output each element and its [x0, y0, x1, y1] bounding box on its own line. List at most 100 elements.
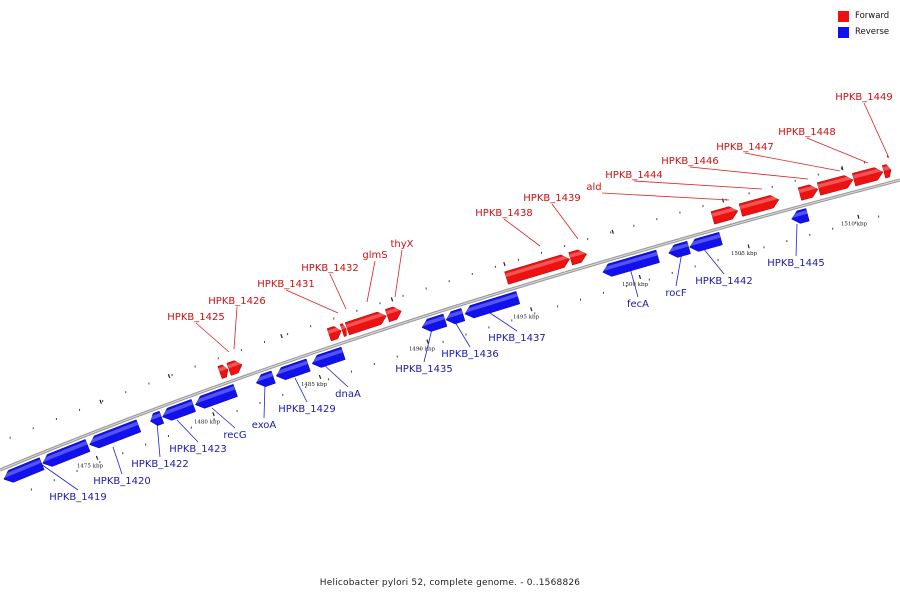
- gene-arrow-rocf: [668, 240, 691, 258]
- scale-tick: [465, 333, 467, 336]
- scale-tick: [564, 244, 566, 247]
- gene-arrow-shine: [310, 348, 343, 363]
- gene-arrow-shine: [327, 326, 341, 334]
- leader-line-hpkb_1442: [702, 247, 725, 275]
- scale-label: 1490 kbp: [409, 347, 436, 353]
- gene-arrow-hpkb_1429: [275, 358, 311, 381]
- scale-tick: [213, 418, 215, 421]
- gene-label-hpkb_1423: HPKB_1423: [169, 444, 226, 455]
- scale-tick: [356, 309, 358, 312]
- legend-item-forward: Forward: [838, 9, 900, 23]
- leader-line-hpkb_1420: [112, 446, 123, 475]
- scale-tick: [587, 238, 589, 241]
- leader-line-hpkb_1448: [806, 137, 869, 164]
- scale-tick: [236, 410, 238, 413]
- gene-arrow-thyx: [384, 306, 402, 323]
- gene-arrow-ald: [710, 206, 739, 225]
- scale-tick: [717, 259, 719, 262]
- scale-tick: [494, 265, 496, 268]
- leader-line-hpkb_1446: [689, 166, 809, 180]
- scale-labels: 1475 kbp 1480 kbp 1485 kbp 1490 kbp 1495 kbp…: [77, 166, 868, 470]
- scale-tick: [53, 479, 55, 482]
- gene-arrow-shine: [148, 412, 162, 421]
- scale-tick: [648, 278, 650, 281]
- genome-backbone-highlight: [0, 179, 900, 471]
- gene-arrow-shine: [667, 243, 689, 253]
- leader-line-hpkb_1437: [489, 312, 518, 332]
- leader-line-hpkb_1439: [551, 203, 579, 240]
- major-scale-tick: [390, 297, 394, 302]
- scale-tick: [694, 265, 696, 268]
- major-scale-tick: [503, 261, 506, 267]
- gene-label-hpkb_1447: HPKB_1447: [716, 142, 773, 153]
- major-scale-tick: [638, 274, 642, 280]
- major-scale-tick: [318, 374, 322, 379]
- scale-tick: [76, 470, 78, 473]
- leader-line-rocf: [675, 251, 683, 287]
- gene-arrow-dnaa: [311, 346, 346, 368]
- gene-label-hpkb_1435: HPKB_1435: [395, 364, 452, 375]
- gene-arrow-glms: [344, 311, 387, 336]
- gene-arrow-hpkb_1436: [445, 308, 466, 325]
- gene-arrow-shine: [41, 441, 88, 463]
- scale-tick: [350, 370, 352, 373]
- gene-label-hpkb_1445: HPKB_1445: [767, 258, 824, 269]
- gene-label-hpkb_1446: HPKB_1446: [661, 156, 718, 167]
- scale-tick: [305, 386, 307, 389]
- gene-label-hpkb_1449: HPKB_1449: [835, 92, 892, 103]
- gene-arrow-hpkb_1447: [816, 175, 854, 196]
- scale-tick: [740, 252, 742, 255]
- scale-tick: [102, 399, 104, 402]
- gene-label-hpkb_1429: HPKB_1429: [278, 404, 335, 415]
- legend-label-reverse: Reverse: [855, 27, 890, 37]
- gene-label-hpkb_1444: HPKB_1444: [605, 170, 662, 181]
- leader-line-hpkb_1429: [294, 377, 308, 403]
- scale-tick: [786, 240, 788, 243]
- legend: Forward Reverse: [838, 9, 900, 41]
- gene-arrow-shine: [254, 372, 273, 383]
- scale-tick: [878, 215, 880, 218]
- gene-arrow-recg: [195, 383, 238, 409]
- scale-tick: [832, 227, 834, 230]
- major-scale-tick: [530, 307, 533, 312]
- gene-label-dnaa: dnaA: [335, 389, 361, 400]
- scale-tick: [9, 436, 11, 439]
- scale-label: 1480 kbp: [194, 420, 221, 426]
- scale-tick: [263, 341, 265, 344]
- scale-tick: [99, 461, 101, 464]
- scale-tick: [287, 333, 289, 336]
- forward-swatch-icon: [838, 10, 849, 22]
- scale-tick: [425, 287, 427, 290]
- major-scale-tick: [721, 198, 725, 203]
- scale-label: 1510 kbp: [841, 222, 868, 228]
- gene-label-hpkb_1442: HPKB_1442: [695, 276, 752, 287]
- scale-tick: [32, 427, 34, 430]
- scale-tick: [748, 192, 750, 195]
- gene-arrow-recg: [162, 399, 196, 421]
- scale-tick: [328, 378, 330, 381]
- scale-tick: [602, 291, 604, 294]
- gene-arrow-shine: [688, 234, 721, 247]
- leader-line-exoa: [263, 383, 266, 419]
- gene-labels: HPKB_1419 HPKB_1420 HPKB_1422 HPKB_1423 recG…: [49, 92, 892, 503]
- major-scale-tick: [167, 373, 171, 379]
- gene-arrow-shine: [463, 293, 518, 314]
- major-scale-tick: [747, 244, 750, 249]
- major-scale-tick: [426, 339, 429, 344]
- scale-tick: [702, 205, 704, 208]
- leader-line-hpkb_1444: [633, 180, 763, 190]
- gene-arrow-shine: [193, 386, 236, 404]
- gene-arrow-hpkb_1420: [42, 439, 91, 467]
- leader-line-hpkb_1432: [329, 273, 347, 310]
- gene-label-hpkb_1437: HPKB_1437: [488, 333, 545, 344]
- scale-tick: [373, 363, 375, 366]
- leader-line-hpkb_1445: [795, 223, 798, 257]
- scale-tick: [656, 218, 658, 221]
- leader-line-hpkb_1426: [233, 306, 238, 350]
- gene-label-hpkb_1420: HPKB_1420: [93, 476, 150, 487]
- scale-tick: [610, 231, 612, 234]
- scale-tick: [580, 298, 582, 301]
- scale-tick: [840, 167, 842, 170]
- gene-arrow-shine: [2, 459, 42, 479]
